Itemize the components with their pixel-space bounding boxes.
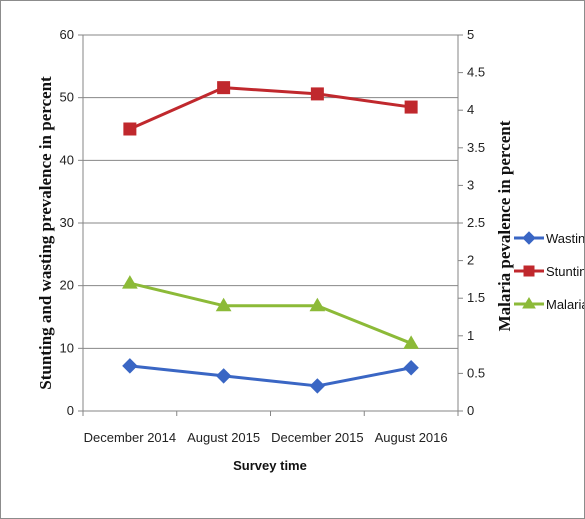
data-point-triangle	[215, 297, 232, 312]
data-point-triangle	[522, 297, 536, 309]
gridlines	[83, 34, 458, 349]
series-line	[129, 281, 412, 345]
x-tick-label: December 2014	[84, 430, 177, 445]
left-tick-label: 50	[60, 90, 74, 105]
series-line	[129, 86, 412, 131]
data-point-diamond	[522, 231, 536, 245]
left-tick-label: 30	[60, 215, 74, 230]
data-point-square	[523, 265, 535, 277]
data-point-triangle	[403, 335, 419, 349]
data-point-square	[123, 122, 137, 136]
data-point-square	[404, 100, 418, 114]
left-tick-labels: 0 10 20 30 40 50 60	[60, 27, 83, 418]
series-layer	[122, 81, 419, 394]
right-tick-label: 0	[467, 403, 474, 418]
right-tick-label: 3.5	[467, 140, 485, 155]
x-tick-label: December 2015	[271, 430, 364, 445]
legend-label: Wasting	[546, 231, 585, 246]
left-tick-label: 10	[60, 340, 74, 355]
x-axis-title: Survey time	[233, 458, 307, 473]
right-tick-label: 5	[467, 27, 474, 42]
data-point-square	[310, 87, 324, 101]
legend-item-wasting: Wasting	[514, 231, 585, 246]
right-tick-label: 2.5	[467, 215, 485, 230]
left-tick-label: 60	[60, 27, 74, 42]
data-point-square	[217, 81, 231, 95]
series-wasting	[122, 358, 419, 394]
legend-label: Stunting	[546, 264, 585, 279]
data-point-triangle	[309, 297, 326, 312]
data-point-diamond	[309, 378, 326, 394]
right-y-axis-title: Malaria pevalence in percent	[495, 120, 514, 331]
series-line	[129, 364, 412, 388]
left-tick-label: 20	[60, 278, 74, 293]
right-tick-label: 3	[467, 177, 474, 192]
legend-item-stunting: Stunting	[514, 264, 585, 279]
right-tick-label: 4	[467, 102, 474, 117]
data-point-diamond	[403, 360, 419, 376]
legend: Wasting Stunting Malaria	[514, 231, 585, 312]
left-tick-label: 40	[60, 152, 74, 167]
legend-label: Malaria	[546, 297, 585, 312]
legend-item-malaria: Malaria	[514, 297, 585, 312]
right-tick-labels: 0 0.5 1 1.5 2 2.5 3 3.5 4 4.5 5	[458, 27, 485, 418]
x-tick-labels: December 2014 August 2015 December 2015 Aug…	[82, 411, 459, 445]
right-tick-label: 1	[467, 328, 474, 343]
left-y-axis-title: Stunting and wasting prevalence in perce…	[36, 76, 55, 390]
data-point-diamond	[215, 368, 232, 384]
series-malaria	[122, 275, 419, 349]
left-tick-label: 0	[67, 403, 74, 418]
series-stunting	[123, 81, 418, 136]
right-tick-label: 1.5	[467, 290, 485, 305]
data-point-triangle	[122, 275, 138, 289]
right-tick-label: 0.5	[467, 365, 485, 380]
x-tick-label: August 2016	[375, 430, 448, 445]
right-tick-label: 2	[467, 253, 474, 268]
data-point-diamond	[122, 358, 138, 374]
right-tick-label: 4.5	[467, 65, 485, 80]
x-tick-label: August 2015	[187, 430, 260, 445]
